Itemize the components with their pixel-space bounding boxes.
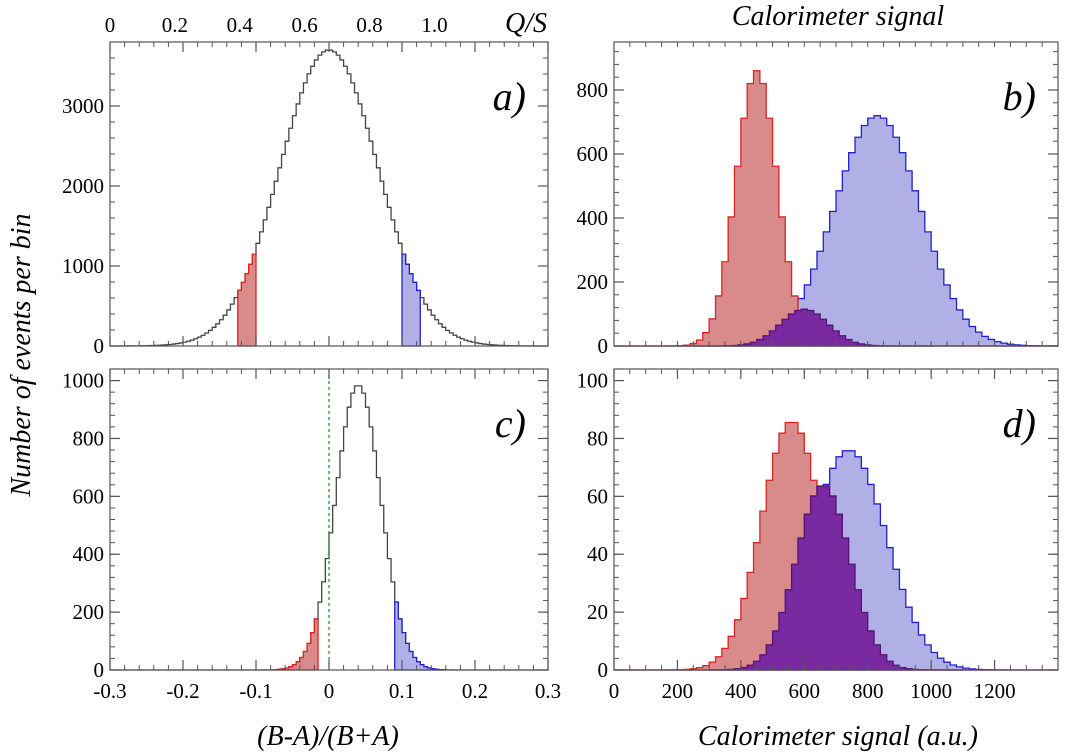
y-axis-label: Number of events per bin	[6, 213, 37, 497]
y-tick-label: 200	[73, 600, 105, 624]
x-tick-label: 0	[324, 679, 335, 703]
y-tick-label: 3000	[62, 94, 104, 118]
series-blue-1-0	[614, 114, 1059, 347]
x-tick-label: -0.3	[93, 679, 126, 703]
y-tick-label: 0	[598, 658, 609, 682]
series-red-0-1	[237, 253, 257, 347]
top-right-title: Calorimeter signal	[732, 1, 945, 32]
y-tick-label: 20	[587, 600, 608, 624]
x-tick-label: 200	[662, 679, 694, 703]
panel-letter: a)	[493, 74, 526, 119]
y-tick-label: 400	[577, 206, 609, 230]
x-tick-label: 0	[609, 679, 620, 703]
x-axis-label-left: (B-A)/(B+A)	[257, 721, 399, 752]
y-tick-label: 0	[94, 334, 105, 358]
panel-letter: c)	[495, 401, 526, 446]
y-tick-label: 0	[94, 658, 105, 682]
top-axis-tick-label: 1.0	[421, 13, 447, 37]
y-tick-label: 0	[598, 334, 609, 358]
x-tick-label: 1000	[910, 679, 952, 703]
y-tick-label: 800	[577, 78, 609, 102]
y-tick-label: 200	[577, 270, 609, 294]
y-tick-label: 2000	[62, 174, 104, 198]
panel-c: 0 200 400 600 800 1000 -0.3 -0.2 -0.1 0 0.1 0.2 0.3 c…	[62, 368, 561, 703]
x-tick-label: 0.3	[535, 679, 561, 703]
top-axis-tick-label: 0.8	[356, 13, 382, 37]
top-axis-tick-label: 0	[105, 13, 116, 37]
y-tick-label: 1000	[62, 369, 104, 393]
top-axis-tick-label: 0.2	[162, 13, 188, 37]
y-tick-label: 800	[73, 426, 105, 450]
x-tick-label: 600	[789, 679, 821, 703]
y-tick-label: 1000	[62, 254, 104, 278]
panel-b: 0 200 400 600 800 b)	[577, 41, 1059, 358]
x-tick-label: 1200	[974, 679, 1016, 703]
panel-letter: b)	[1003, 74, 1036, 119]
x-tick-label: 0.1	[389, 679, 415, 703]
series-blue-0-2	[401, 253, 421, 347]
x-tick-label: -0.1	[239, 679, 272, 703]
panel-a: 0 1000 2000 3000 0 0.2 0.4 0.6 0.8 1.0 Q/S a)	[62, 8, 549, 358]
y-tick-label: 400	[73, 542, 105, 566]
y-tick-label: 60	[587, 484, 608, 508]
y-tick-label: 600	[73, 484, 105, 508]
x-axis-label-right: Calorimeter signal (a.u.)	[698, 721, 978, 752]
top-axis-tick-label: 0.6	[292, 13, 318, 37]
top-axis-tick-label: 0.4	[227, 13, 254, 37]
x-tick-label: -0.2	[166, 679, 199, 703]
series-red-2-1	[273, 618, 319, 671]
plot-frame	[109, 41, 549, 347]
series-outline-0-0	[109, 49, 549, 347]
x-tick-label: 800	[852, 679, 884, 703]
x-tick-label: 0.2	[462, 679, 488, 703]
y-tick-label: 40	[587, 542, 608, 566]
x-tick-label: 400	[725, 679, 757, 703]
y-tick-label: 80	[587, 426, 608, 450]
series-blue-2-2	[394, 601, 447, 671]
y-tick-label: 600	[577, 142, 609, 166]
panel-letter: d)	[1003, 401, 1036, 446]
top-axis-label: Q/S	[505, 8, 547, 39]
y-tick-label: 100	[577, 369, 609, 393]
